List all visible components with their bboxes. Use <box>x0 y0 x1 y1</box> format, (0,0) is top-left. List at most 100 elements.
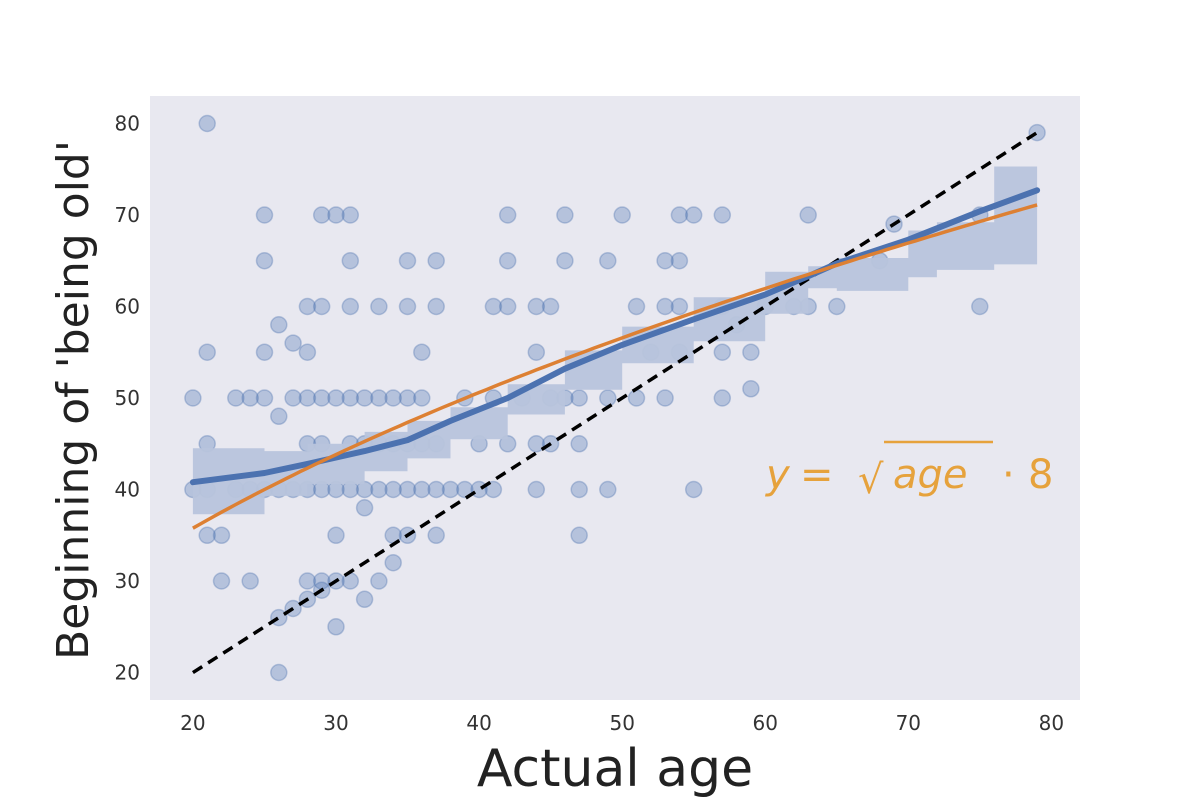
scatter-point <box>312 389 331 407</box>
scatter-point <box>742 380 760 398</box>
scatter-point <box>484 297 503 316</box>
scatter-point <box>355 499 374 517</box>
scatter-points <box>184 114 1046 682</box>
scatter-point <box>527 297 546 316</box>
scatter-point <box>355 590 374 609</box>
x-tick-label: 40 <box>466 711 491 735</box>
scatter-point <box>212 526 231 545</box>
scatter-point <box>384 389 402 407</box>
scatter-point <box>327 206 345 224</box>
scatter-point <box>327 389 345 407</box>
scatter-point <box>570 526 588 545</box>
x-axis-label: Actual age <box>477 739 753 799</box>
scatter-point <box>327 526 345 545</box>
scatter-point <box>298 389 317 407</box>
scatter-point <box>284 389 302 407</box>
scatter-point <box>370 572 388 590</box>
scatter-point <box>527 480 546 499</box>
scatter-point <box>484 480 503 499</box>
x-tick-label: 50 <box>609 711 634 735</box>
scatter-point <box>684 206 703 224</box>
scatter-point <box>341 206 360 224</box>
scatter-point <box>556 251 574 270</box>
scatter-point <box>427 297 445 316</box>
x-tick-label: 70 <box>896 711 921 735</box>
scatter-point <box>456 480 474 499</box>
scatter-point <box>255 389 274 407</box>
scatter-point <box>570 480 588 499</box>
scatter-point <box>270 663 288 682</box>
scatter-point <box>298 343 317 361</box>
scatter-point <box>398 251 417 270</box>
scatter-point <box>799 206 817 224</box>
scatter-point <box>670 206 689 224</box>
formula-equals: = <box>800 452 834 498</box>
scatter-point <box>298 297 317 316</box>
scatter-point <box>656 389 674 407</box>
scatter-point <box>241 572 259 590</box>
scatter-point <box>398 297 417 316</box>
formula-lhs: y <box>765 452 791 498</box>
y-tick-label: 20 <box>115 661 140 685</box>
scatter-point <box>441 480 460 499</box>
scatter-point <box>670 251 689 270</box>
scatter-point <box>670 297 689 316</box>
identity-line <box>191 131 1039 675</box>
scatter-point <box>498 251 517 270</box>
scatter-point <box>556 206 574 224</box>
y-tick-labels: 20 30 40 50 60 70 80 <box>115 112 140 685</box>
y-tick-label: 60 <box>115 295 140 319</box>
scatter-point <box>384 553 402 572</box>
scatter-point <box>198 343 216 361</box>
scatter-point <box>627 297 646 316</box>
y-axis-label: Beginning of 'being old' <box>48 140 99 660</box>
scatter-point <box>713 343 732 361</box>
formula-annotation: y = √ age · 8 <box>765 440 1053 503</box>
scatter-point <box>184 389 202 407</box>
scatter-point <box>341 389 360 407</box>
scatter-point <box>599 389 617 407</box>
scatter-point <box>413 343 431 361</box>
fit-lines <box>189 131 1041 675</box>
formula-arg: age <box>893 452 968 498</box>
scatter-point <box>498 297 517 316</box>
scatter-point <box>498 206 517 224</box>
scatter-point <box>971 297 989 316</box>
scatter-point <box>255 206 274 224</box>
scatter-point <box>355 389 374 407</box>
scatter-point <box>656 297 674 316</box>
scatter-point <box>541 297 560 316</box>
sqrt-model-line <box>192 203 1038 530</box>
scatter-point <box>198 526 216 545</box>
scatter-point <box>298 572 317 590</box>
scatter-point <box>427 526 445 545</box>
scatter-point <box>284 334 302 352</box>
confidence-band-area <box>192 161 1038 515</box>
confidence-band <box>192 161 1038 515</box>
scatter-point <box>656 251 674 270</box>
scatter-point <box>341 251 360 270</box>
x-tick-labels: 20 30 40 50 60 70 80 <box>180 711 1064 735</box>
scatter-point <box>312 206 331 224</box>
y-tick-label: 50 <box>115 386 140 410</box>
scatter-point <box>627 389 646 407</box>
scatter-point <box>255 251 274 270</box>
scatter-point <box>599 251 617 270</box>
scatter-point <box>527 343 546 361</box>
scatter-point <box>312 297 331 316</box>
scatter-point <box>255 343 274 361</box>
scatter-point <box>828 297 846 316</box>
scatter-point <box>713 389 732 407</box>
scatter-point <box>370 297 388 316</box>
scatter-point <box>198 114 216 133</box>
x-tick-label: 80 <box>1039 711 1064 735</box>
y-tick-label: 70 <box>115 203 140 227</box>
scatter-point <box>370 480 388 499</box>
scatter-point <box>599 480 617 499</box>
scatter-point <box>413 480 431 499</box>
x-tick-label: 30 <box>323 711 348 735</box>
scatter-point <box>527 435 546 453</box>
x-tick-label: 60 <box>752 711 777 735</box>
scatter-point <box>570 435 588 453</box>
